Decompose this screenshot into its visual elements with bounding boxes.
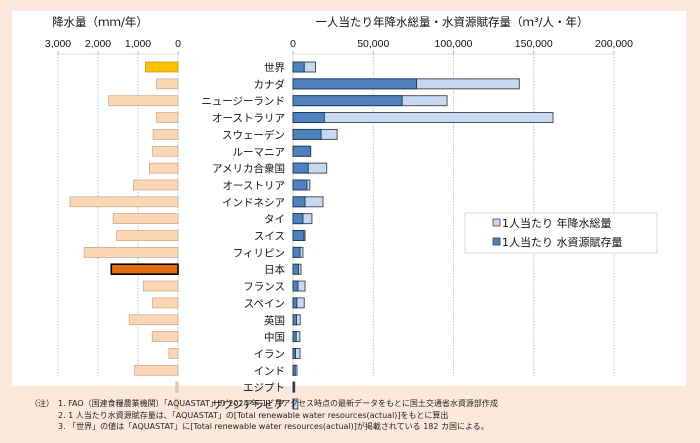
category-labels: 世界カナダニュージーランドオーストラリアスウェーデンルーマニアアメリカ合衆国オー… <box>201 62 285 411</box>
category-label: サウジアラビア <box>212 399 286 411</box>
footnote-3: 3. 「世界」の値は「AQUASTAT」に[Total renewable wa… <box>30 421 690 433</box>
water-axis: 0 50,000 100,000 150,000 200,000 <box>290 38 633 50</box>
water-chart-title: 一人当たり年降水総量・水資源賦存量（ｍ³/人・年） <box>316 15 589 29</box>
water-tick-label: 0 <box>290 38 296 50</box>
precip-bar <box>168 348 179 359</box>
footnote-text-2: 2. 1 人当たり水資源賦存量は、「AQUASTAT」の[Total renew… <box>58 410 449 420</box>
water-tick-label: 100,000 <box>435 38 473 50</box>
category-label: オーストリア <box>223 180 285 192</box>
precip-chart-title: 降水量（ｍｍ/年） <box>52 15 148 29</box>
category-label: タイ <box>264 214 285 226</box>
precip-bar <box>133 179 179 191</box>
water-bar-resources <box>292 230 305 241</box>
category-label: オーストラリア <box>212 113 285 125</box>
precip-axis: 3,000 2,000 1,000 0 <box>45 38 181 50</box>
category-label: スイス <box>254 231 285 243</box>
precip-bar <box>175 381 179 393</box>
precip-bar <box>145 61 179 73</box>
water-bar-resources <box>292 297 298 309</box>
precip-tick-label: 0 <box>175 38 181 50</box>
water-bar-resources <box>292 398 295 410</box>
precip-bar <box>128 314 179 326</box>
precip-bar <box>83 247 179 258</box>
precip-tick-label: 1,000 <box>125 38 151 50</box>
water-tick-label: 200,000 <box>595 38 633 50</box>
precip-bar <box>112 213 179 224</box>
legend-swatch-water-resources <box>492 237 501 246</box>
category-label: イラン <box>254 348 286 360</box>
precip-bar <box>116 230 179 241</box>
precip-bar <box>110 263 179 276</box>
precip-bar <box>69 196 179 208</box>
water-bar-resources <box>292 61 305 73</box>
category-label: 日本 <box>264 263 285 276</box>
water-bar-resources <box>292 162 309 174</box>
precip-bar <box>108 95 179 107</box>
precip-bar <box>152 297 179 309</box>
category-label: 世界 <box>264 62 285 74</box>
category-label: インドネシア <box>222 197 285 209</box>
precip-tick-label: 3,000 <box>45 38 71 50</box>
water-bar-resources <box>292 196 306 208</box>
water-bars <box>292 61 554 410</box>
legend: 1人当たり 年降水総量 1人当たり 水資源賦存量 <box>464 212 658 254</box>
category-label: フィリピン <box>233 247 285 259</box>
category-label: 英国 <box>264 314 285 327</box>
legend-swatch-precip-total <box>492 218 501 227</box>
category-label: スウェーデン <box>222 128 285 141</box>
precip-bar <box>152 129 179 140</box>
legend-label-water-resources: 1人当たり 水資源賦存量 <box>502 235 623 249</box>
footnote-text-1: 1. FAO（国連食糧農業機関）「AQUASTAT」の 2024 年 11 月ア… <box>58 399 498 408</box>
precip-bars <box>69 61 179 410</box>
precip-tick-label: 2,000 <box>85 38 111 50</box>
category-label: 中国 <box>264 331 285 344</box>
category-label: ルーマニア <box>233 146 286 158</box>
water-bar-resources <box>292 246 301 258</box>
precip-bar <box>149 162 179 174</box>
water-bar-resources <box>292 331 297 343</box>
category-label: フランス <box>243 281 285 293</box>
water-tick-label: 150,000 <box>515 38 553 50</box>
water-bar-resources <box>292 78 418 90</box>
water-bar-resources <box>292 348 297 359</box>
water-bar-resources <box>292 95 403 107</box>
water-bar-resources <box>292 381 295 393</box>
water-bar-resources <box>292 314 297 326</box>
precip-bar <box>175 398 179 410</box>
water-bar-resources <box>292 128 322 140</box>
category-label: カナダ <box>254 78 286 91</box>
water-bar-resources <box>292 179 308 191</box>
category-label: アメリカ合衆国 <box>212 162 285 175</box>
category-label: インド <box>254 365 286 377</box>
category-label: スペイン <box>244 298 285 310</box>
water-bar-resources <box>292 145 312 157</box>
precip-bar <box>151 331 179 342</box>
precip-bar <box>156 78 179 90</box>
footnote-text-3: 3. 「世界」の値は「AQUASTAT」に[Total renewable wa… <box>58 422 489 431</box>
category-label: エジプト <box>243 382 285 394</box>
footnotes: （注） 1. FAO（国連食糧農業機関）「AQUASTAT」の 2024 年 1… <box>30 398 690 433</box>
precip-bar <box>134 364 179 376</box>
water-bar-resources <box>292 213 304 225</box>
water-bar-resources <box>292 280 299 292</box>
legend-label-precip-total: 1人当たり 年降水総量 <box>502 216 612 230</box>
water-bar-resources <box>292 263 299 275</box>
category-label: ニュージーランド <box>201 96 285 108</box>
water-tick-label: 50,000 <box>357 38 389 50</box>
footnote-1: （注） 1. FAO（国連食糧農業機関）「AQUASTAT」の 2024 年 1… <box>30 398 690 410</box>
precip-bar <box>156 112 179 123</box>
water-bar-resources <box>292 112 325 124</box>
footnote-prefix: （注） <box>30 399 54 408</box>
water-bar-resources <box>292 364 296 376</box>
precip-bar <box>152 145 179 157</box>
water-bar-precip-total <box>292 112 554 124</box>
precip-bar <box>142 280 179 292</box>
footnote-2: 2. 1 人当たり水資源賦存量は、「AQUASTAT」の[Total renew… <box>30 410 690 422</box>
